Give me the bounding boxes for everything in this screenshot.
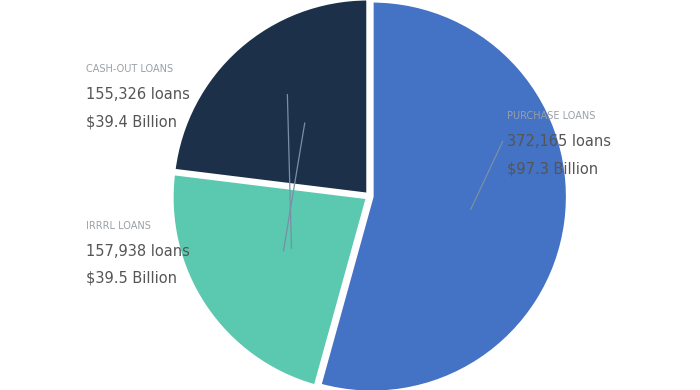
- Text: 372,165 loans: 372,165 loans: [507, 134, 610, 149]
- Wedge shape: [320, 1, 568, 390]
- Text: CASH-OUT LOANS: CASH-OUT LOANS: [86, 64, 173, 74]
- Wedge shape: [174, 0, 368, 195]
- Text: PURCHASE LOANS: PURCHASE LOANS: [507, 111, 595, 121]
- Text: $39.5 Billion: $39.5 Billion: [86, 271, 177, 286]
- Text: IRRRL LOANS: IRRRL LOANS: [86, 221, 150, 230]
- Text: $97.3 Billion: $97.3 Billion: [507, 161, 598, 176]
- Text: 157,938 loans: 157,938 loans: [86, 243, 190, 259]
- Text: $39.4 Billion: $39.4 Billion: [86, 114, 177, 129]
- Wedge shape: [172, 174, 368, 386]
- Text: 155,326 loans: 155,326 loans: [86, 87, 190, 102]
